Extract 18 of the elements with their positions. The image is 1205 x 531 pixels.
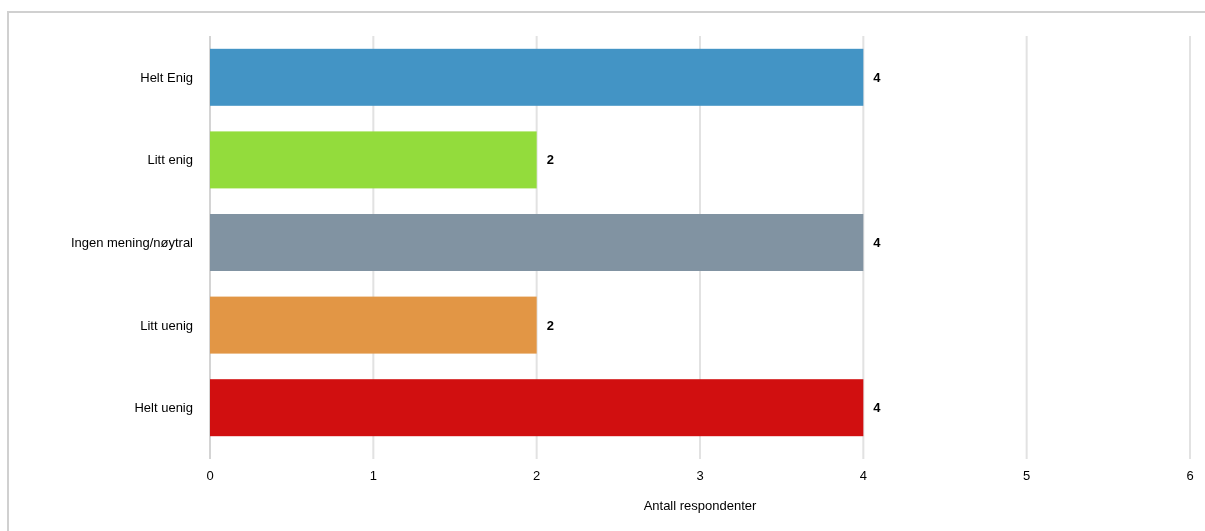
x-tick-label: 6 [1186, 468, 1194, 483]
x-tick-label: 4 [859, 468, 867, 483]
data-label: 4 [873, 400, 882, 416]
y-tick-label: Litt enig [147, 152, 193, 168]
x-tick-label: 0 [206, 468, 214, 483]
data-label: 2 [546, 317, 554, 333]
data-label: 2 [546, 152, 554, 168]
x-tick-label: 1 [369, 468, 377, 483]
x-tick-label: 2 [533, 468, 541, 483]
y-tick-label: Helt Enig [140, 69, 193, 85]
x-tick-label: 5 [1023, 468, 1031, 483]
x-axis-title: Antall respondenter [643, 498, 758, 513]
data-label: 4 [873, 69, 882, 85]
y-tick-label: Litt uenig [140, 317, 193, 333]
y-tick-label: Helt uenig [134, 400, 193, 416]
x-tick-label: 3 [696, 468, 704, 483]
data-label: 4 [873, 235, 882, 251]
y-tick-label: Ingen mening/nøytral [70, 235, 194, 251]
